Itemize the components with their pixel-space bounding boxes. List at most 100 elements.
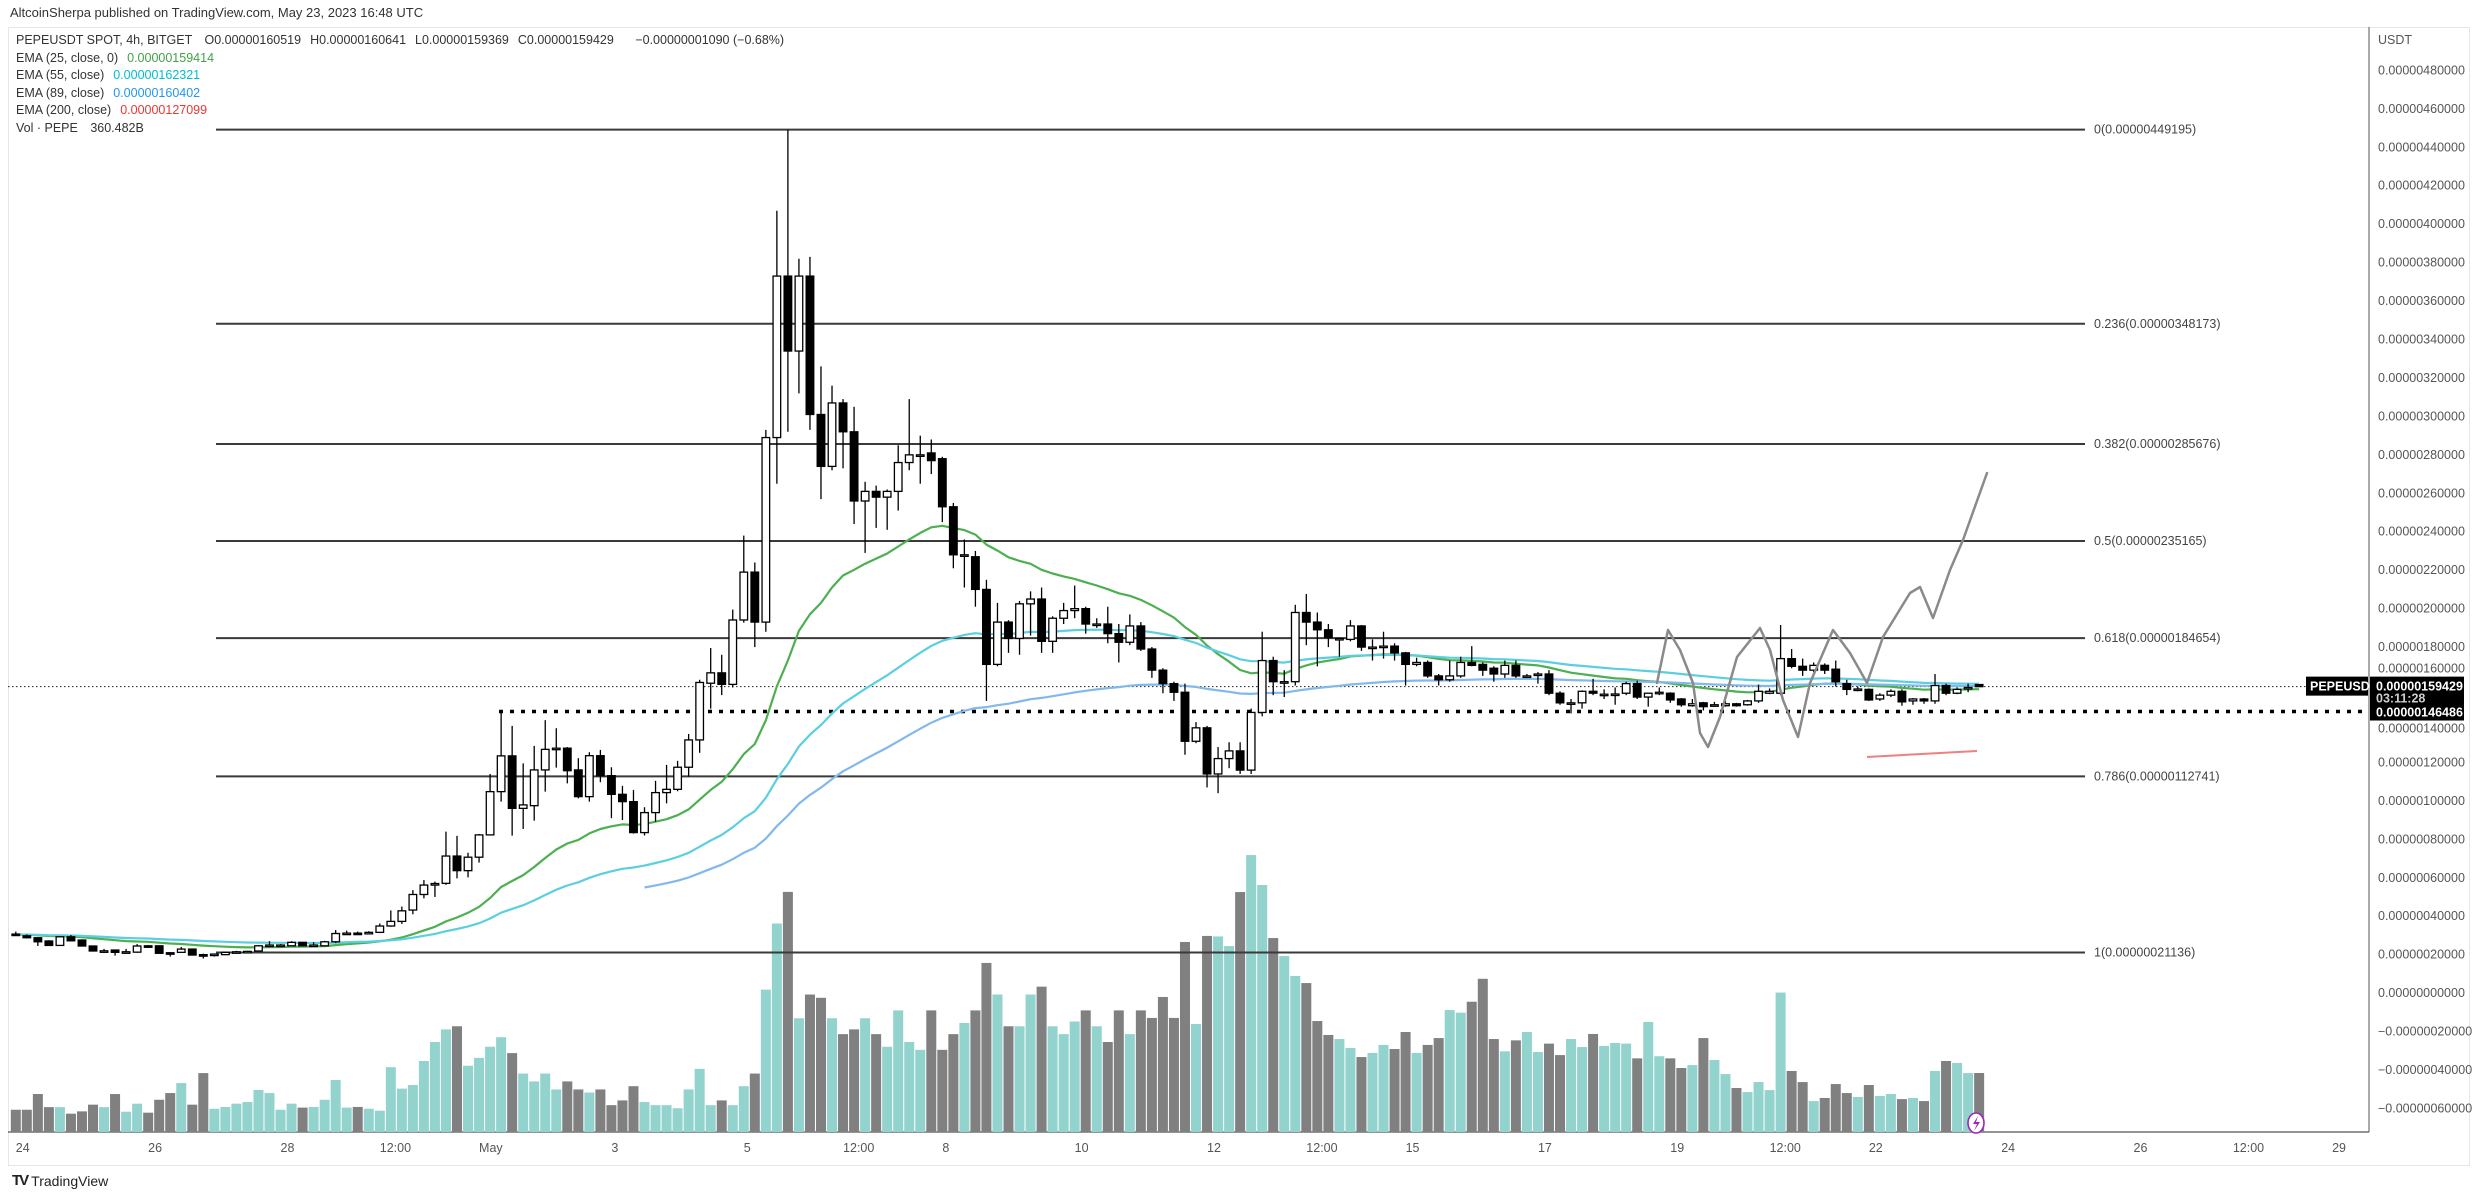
time-tick-label[interactable]: May	[479, 1141, 503, 1155]
drawings[interactable]	[1655, 471, 1989, 758]
candle-body	[1048, 617, 1058, 642]
price-tick-label[interactable]: 0.00000120000	[2378, 755, 2465, 769]
candle-body	[871, 490, 881, 498]
candle-body	[684, 739, 694, 768]
price-tick-label[interactable]: 0.00000240000	[2378, 525, 2465, 539]
price-tick-label[interactable]: 0.00000000000	[2378, 986, 2465, 1000]
candle-up	[1963, 683, 1973, 693]
candle-down	[816, 366, 826, 500]
volume-bar	[1444, 1010, 1455, 1132]
time-tick-label[interactable]: 12:00	[1306, 1141, 1337, 1155]
price-tick-label[interactable]: 0.00000320000	[2378, 371, 2465, 385]
red-trend-line[interactable]	[1866, 750, 1978, 758]
price-tick-label[interactable]: 0.00000400000	[2378, 217, 2465, 231]
indicator-legend[interactable]: EMA (200, close) 0.00000127099	[16, 102, 784, 120]
price-tick-label[interactable]: 0.00000360000	[2378, 294, 2465, 308]
time-tick-label[interactable]: 29	[2332, 1141, 2346, 1155]
price-tick-label[interactable]: 0.00000340000	[2378, 333, 2465, 347]
price-tick-label[interactable]: 0.00000420000	[2378, 179, 2465, 193]
price-tick-label[interactable]: −0.00000040000	[2378, 1063, 2472, 1077]
time-tick-label[interactable]: 22	[1869, 1141, 1883, 1155]
candle-up	[320, 940, 330, 947]
footer-brand[interactable]: TV TradingView	[12, 1172, 108, 1189]
lightning-icon[interactable]	[1967, 1112, 1985, 1134]
candle-body	[640, 811, 649, 834]
volume-bar	[1334, 1039, 1345, 1132]
price-axis[interactable]: USDT 0.00000480000 0.00000460000 0.00000440…	[2378, 33, 2472, 1115]
candle-down	[1235, 742, 1245, 774]
price-tick-label[interactable]: −0.00000060000	[2378, 1101, 2472, 1115]
volume-bar	[65, 1113, 76, 1132]
candle-body	[1864, 688, 1874, 701]
price-tick-label[interactable]: 0.00000220000	[2378, 563, 2465, 577]
price-tick-label[interactable]: 0.00000440000	[2378, 140, 2465, 154]
volume-bar	[1003, 1026, 1014, 1132]
fib-level-label: 0.382(0.00000285676)	[2094, 437, 2221, 451]
volume-bar	[110, 1094, 121, 1132]
indicator-legend[interactable]: EMA (55, close) 0.00000162321	[16, 67, 784, 85]
time-tick-label[interactable]: 8	[942, 1141, 949, 1155]
candle-body	[165, 952, 175, 955]
time-axis[interactable]: 24 26 28 12:00 May 3 5 12:00 8 10 12 12:00 15 17 19 12:…	[16, 1141, 2346, 1155]
price-tick-label[interactable]: 0.00000300000	[2378, 409, 2465, 423]
candle-body	[88, 945, 98, 952]
volume-bar	[1047, 1026, 1058, 1132]
candle-down	[1202, 725, 1212, 788]
time-tick-label[interactable]: 24	[16, 1141, 30, 1155]
candle-body	[198, 954, 208, 957]
time-tick-label[interactable]: 26	[2134, 1141, 2148, 1155]
candle-body	[1974, 683, 1984, 688]
volume-bar	[926, 1010, 937, 1132]
freehand-projection-path[interactable]	[1655, 471, 1989, 749]
indicator-legend[interactable]: EMA (25, close, 0) 0.00000159414	[16, 50, 784, 68]
price-tick-label[interactable]: 0.00000060000	[2378, 871, 2465, 885]
price-tick-label[interactable]: 0.00000480000	[2378, 63, 2465, 77]
price-tick-label[interactable]: 0.00000460000	[2378, 102, 2465, 116]
volume-bar	[231, 1103, 242, 1132]
price-tick-label[interactable]: 0.00000200000	[2378, 602, 2465, 616]
price-tick-label[interactable]: 0.00000160000	[2378, 662, 2465, 676]
time-tick-label[interactable]: 3	[611, 1141, 618, 1155]
time-tick-label[interactable]: 12:00	[2233, 1141, 2264, 1155]
candle-body	[1412, 661, 1422, 666]
price-tick-label[interactable]: 0.00000280000	[2378, 448, 2465, 462]
candle-up	[1500, 660, 1510, 678]
time-tick-label[interactable]: 17	[1538, 1141, 1552, 1155]
time-tick-label[interactable]: 5	[744, 1141, 751, 1155]
volume-bar	[937, 1049, 948, 1132]
time-tick-label[interactable]: 26	[148, 1141, 162, 1155]
candle-body	[750, 571, 760, 623]
time-tick-label[interactable]: 28	[281, 1141, 295, 1155]
price-tick-label[interactable]: 0.00000020000	[2378, 948, 2465, 962]
price-tick-label[interactable]: −0.00000020000	[2378, 1025, 2472, 1039]
candle-body	[915, 454, 925, 458]
price-tick-label[interactable]: 0.00000040000	[2378, 909, 2465, 923]
price-tick-label[interactable]: 0.00000380000	[2378, 256, 2465, 270]
price-tick-label[interactable]: 0.00000180000	[2378, 640, 2465, 654]
time-tick-label[interactable]: 10	[1075, 1141, 1089, 1155]
candle-up	[1191, 722, 1201, 744]
time-tick-label[interactable]: 12	[1207, 1141, 1221, 1155]
fibonacci-retracement[interactable]: 0(0.00000449195) 0.236(0.00000348173) 0.38…	[216, 123, 2221, 960]
time-tick-label[interactable]: 15	[1406, 1141, 1420, 1155]
time-tick-label[interactable]: 24	[2001, 1141, 2015, 1155]
time-tick-label[interactable]: 19	[1670, 1141, 1684, 1155]
candle-body	[1544, 673, 1554, 694]
price-tick-label[interactable]: 0.00000140000	[2378, 722, 2465, 736]
indicator-legend[interactable]: EMA (89, close) 0.00000160402	[16, 85, 784, 103]
price-tick-label[interactable]: 0.00000080000	[2378, 832, 2465, 846]
candle-down	[1423, 660, 1433, 678]
candle-down	[298, 941, 308, 947]
time-tick-label[interactable]: 12:00	[843, 1141, 874, 1155]
price-tick-label[interactable]: 0.00000260000	[2378, 486, 2465, 500]
volume-bar	[573, 1089, 584, 1132]
volume-legend[interactable]: Vol · PEPE 360.482B	[16, 120, 784, 138]
symbol-legend[interactable]: PEPEUSDT SPOT, 4h, BITGET O0.00000160519…	[16, 32, 784, 50]
volume-bar	[1918, 1101, 1929, 1132]
time-tick-label[interactable]: 12:00	[1770, 1141, 1801, 1155]
time-tick-label[interactable]: 12:00	[380, 1141, 411, 1155]
indicator-value: 0.00000160402	[113, 85, 201, 100]
price-tick-label[interactable]: 0.00000100000	[2378, 794, 2465, 808]
candle-body	[1908, 698, 1918, 702]
